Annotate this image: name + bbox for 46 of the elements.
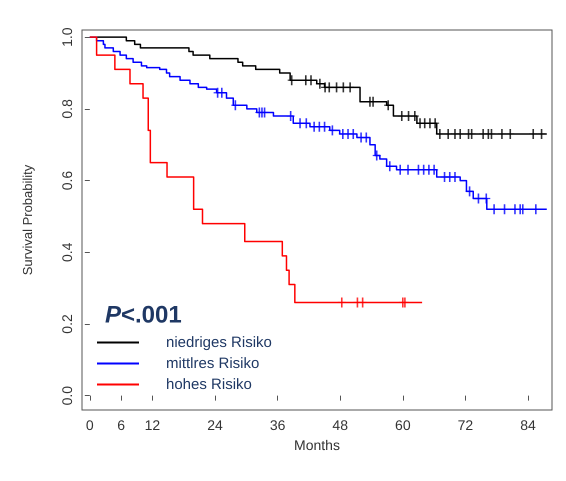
legend-label: hohes Risiko [166,376,252,393]
annotation: P<.001 [105,302,182,328]
legend-label: mittlres Risiko [166,355,260,372]
point [286,111,295,122]
point [456,128,464,139]
x-tick-label: 72 [458,417,474,433]
point [372,150,381,160]
point [260,107,269,118]
x-axis-title: Months [294,437,340,453]
x-tick-label: 48 [332,417,348,433]
point [450,172,459,182]
x-tick-label: 12 [144,417,160,433]
point [328,125,336,136]
point [482,193,490,204]
point [436,128,444,139]
y-tick-label: 0.0 [59,386,75,406]
x-tick-label: 6 [117,417,126,433]
point [506,128,514,139]
point [362,132,370,143]
legend-label: niedriges Risiko [166,334,272,351]
y-tick-label: 0.6 [59,170,75,190]
point [466,186,474,196]
point [349,128,358,139]
point [358,297,367,308]
point [344,128,352,139]
y-tick-label: 0.4 [59,242,75,262]
x-tick-label: 36 [270,417,286,433]
x-tick-label: 24 [207,417,224,433]
x-tick-label: 0 [86,417,94,433]
point [346,82,354,92]
point [474,193,482,204]
point [529,128,538,139]
x-tick-label: 84 [520,417,536,433]
point [440,172,449,182]
point [468,128,476,139]
y-tick-label: 0.8 [59,98,75,119]
x-tick-label: 60 [395,417,411,433]
point [538,128,546,139]
point [404,111,413,122]
point [498,128,506,139]
y-axis-title: Survival Probability [20,164,35,276]
y-tick-label: 1.0 [59,27,75,47]
point [487,128,496,139]
point [338,297,346,308]
y-tick-label: 0.2 [59,314,75,334]
point [410,111,419,122]
